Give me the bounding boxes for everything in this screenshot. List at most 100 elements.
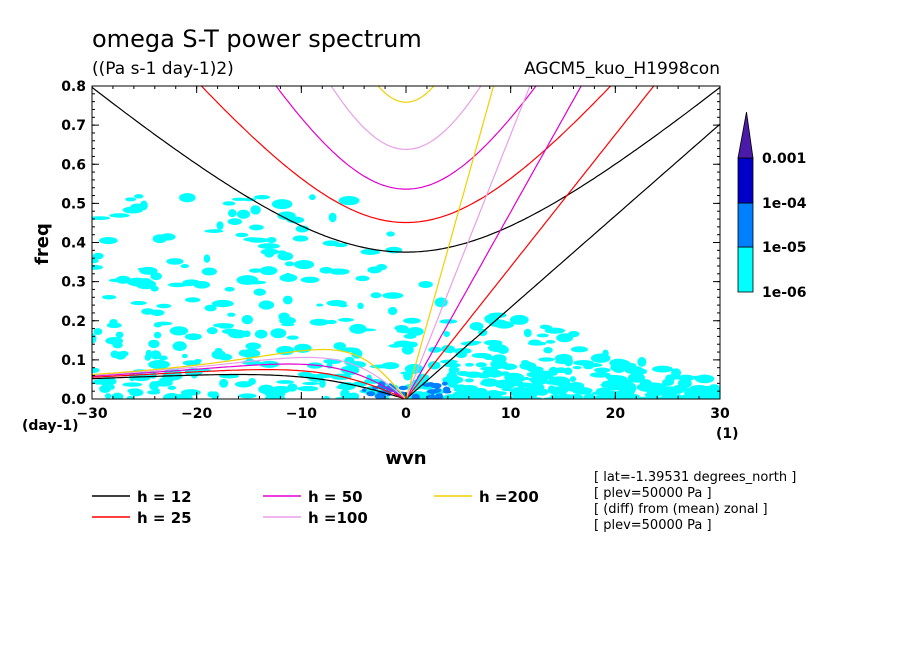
colorbar: 1e-06 1e-05 1e-04 0.001 [737,111,807,301]
spectrum-patch [92,367,100,374]
spectrum-patch [521,392,537,399]
spectrum-patch [671,368,682,378]
spectrum-patch [152,234,167,244]
spectrum-patch [264,250,275,258]
spectrum-patch [340,347,360,353]
spectrum-patch [129,388,144,397]
spectrum-patch [257,243,280,249]
x-tick-label: −10 [286,406,317,422]
spectrum-patch [401,345,414,355]
spectrum-patch [386,231,395,237]
spectrum-patch [109,318,118,326]
spectrum-patch [340,389,350,399]
spectrum-patch [156,303,172,309]
colorbar-segment [737,157,754,204]
spectrum-patch [581,362,603,368]
info-block: [ lat=-1.39531 degrees_north ][ plev=500… [594,470,796,533]
spectrum-patch [245,342,262,350]
spectrum-patch [297,385,319,392]
spectrum-patch [453,384,468,392]
spectrum-patch [180,264,190,269]
spectrum-patch [227,312,236,317]
spectrum-patch [168,282,188,288]
spectrum-patch [538,357,555,362]
spectrum-patch [328,212,337,223]
spectrum-patch [444,362,461,368]
spectrum-patch [203,254,211,263]
spectrum-patch [387,306,398,316]
spectrum-patch [705,395,720,399]
spectrum-patch [253,194,271,200]
spectrum-patch [125,197,137,202]
spectrum-patch [258,300,275,310]
spectrum-patch [634,396,650,399]
spectrum-patch [250,205,261,215]
spectrum-patch [439,319,458,324]
spectrum-patch [243,237,262,242]
spectrum-patch [234,381,253,388]
spectrum-patch [357,302,364,310]
spectrum-patch [333,342,347,350]
spectrum-patch [443,331,450,338]
spectrum-patch [572,365,582,370]
rossby-curve [92,348,407,399]
gravity-curve [275,86,537,190]
spectrum-patch [370,292,382,299]
spectrum-patch [526,371,546,378]
spectrum-patch [545,339,556,344]
kelvin-curve [405,86,655,399]
spectrum-patch [556,333,574,343]
spectrum-patch [448,366,460,373]
spectrum-patch [602,349,609,358]
spectrum-patch [297,371,313,377]
spectrum-patch [665,374,676,382]
spectrum-patch [181,353,188,359]
legend: h = 12 h = 25 h = 50 h =100 h =200 [92,488,539,527]
kelvin-curve [405,86,531,399]
spectrum-patch [630,376,643,380]
spectrum-patch [227,218,243,225]
spectrum-patch [114,351,127,360]
x-axis-unit: (1) [716,426,739,442]
spectrum-patch [222,201,236,206]
spectrum-patch [360,248,381,255]
legend-entry: h =100 [308,509,368,527]
spectrum-patch [253,288,266,296]
spectrum-patch [382,292,404,299]
spectrum-patch [99,236,118,245]
spectrum-patch [126,395,135,399]
spectrum-patch [403,333,417,339]
spectrum-patch [139,266,158,275]
spectrum-patch [227,329,248,339]
spectrum-patch [464,371,483,378]
spectrum-patch [632,368,648,375]
y-tick-label: 0.0 [61,392,86,408]
spectrum-patch [172,341,187,352]
spectrum-patch [497,345,509,355]
info-line: [ (diff) from (mean) zonal ] [594,502,768,517]
spectrum-patch [266,237,277,243]
spectrum-patch [134,194,144,199]
spectrum-patch [546,381,556,385]
spectrum-patch [322,240,340,247]
spectrum-patch [112,341,123,349]
spectrum-patch [501,371,510,376]
spectrum-patch [150,350,162,360]
spectrum-patch [108,278,124,283]
spectrum-patch [271,199,293,210]
spectrum-patch [501,363,518,370]
spectrum-patch [648,394,659,399]
spectrum-patch [163,393,181,399]
spectrum-peak [411,393,420,399]
spectrum-patch [480,378,499,387]
gravity-curve [377,86,435,103]
spectrum-patch [210,391,220,399]
kelvin-curve [405,86,582,399]
spectrum-patch [316,303,324,307]
spectrum-patch [111,392,124,399]
spectrum-patch [293,259,315,270]
spectrum-patch [322,395,331,399]
spectrum-patch [292,235,309,242]
spectrum-patch [302,381,320,386]
spectrum-patch [558,381,573,390]
